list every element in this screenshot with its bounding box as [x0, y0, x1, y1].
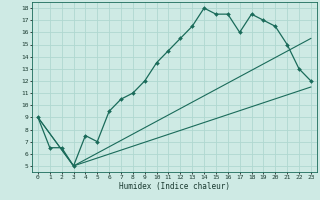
X-axis label: Humidex (Indice chaleur): Humidex (Indice chaleur) [119, 182, 230, 191]
